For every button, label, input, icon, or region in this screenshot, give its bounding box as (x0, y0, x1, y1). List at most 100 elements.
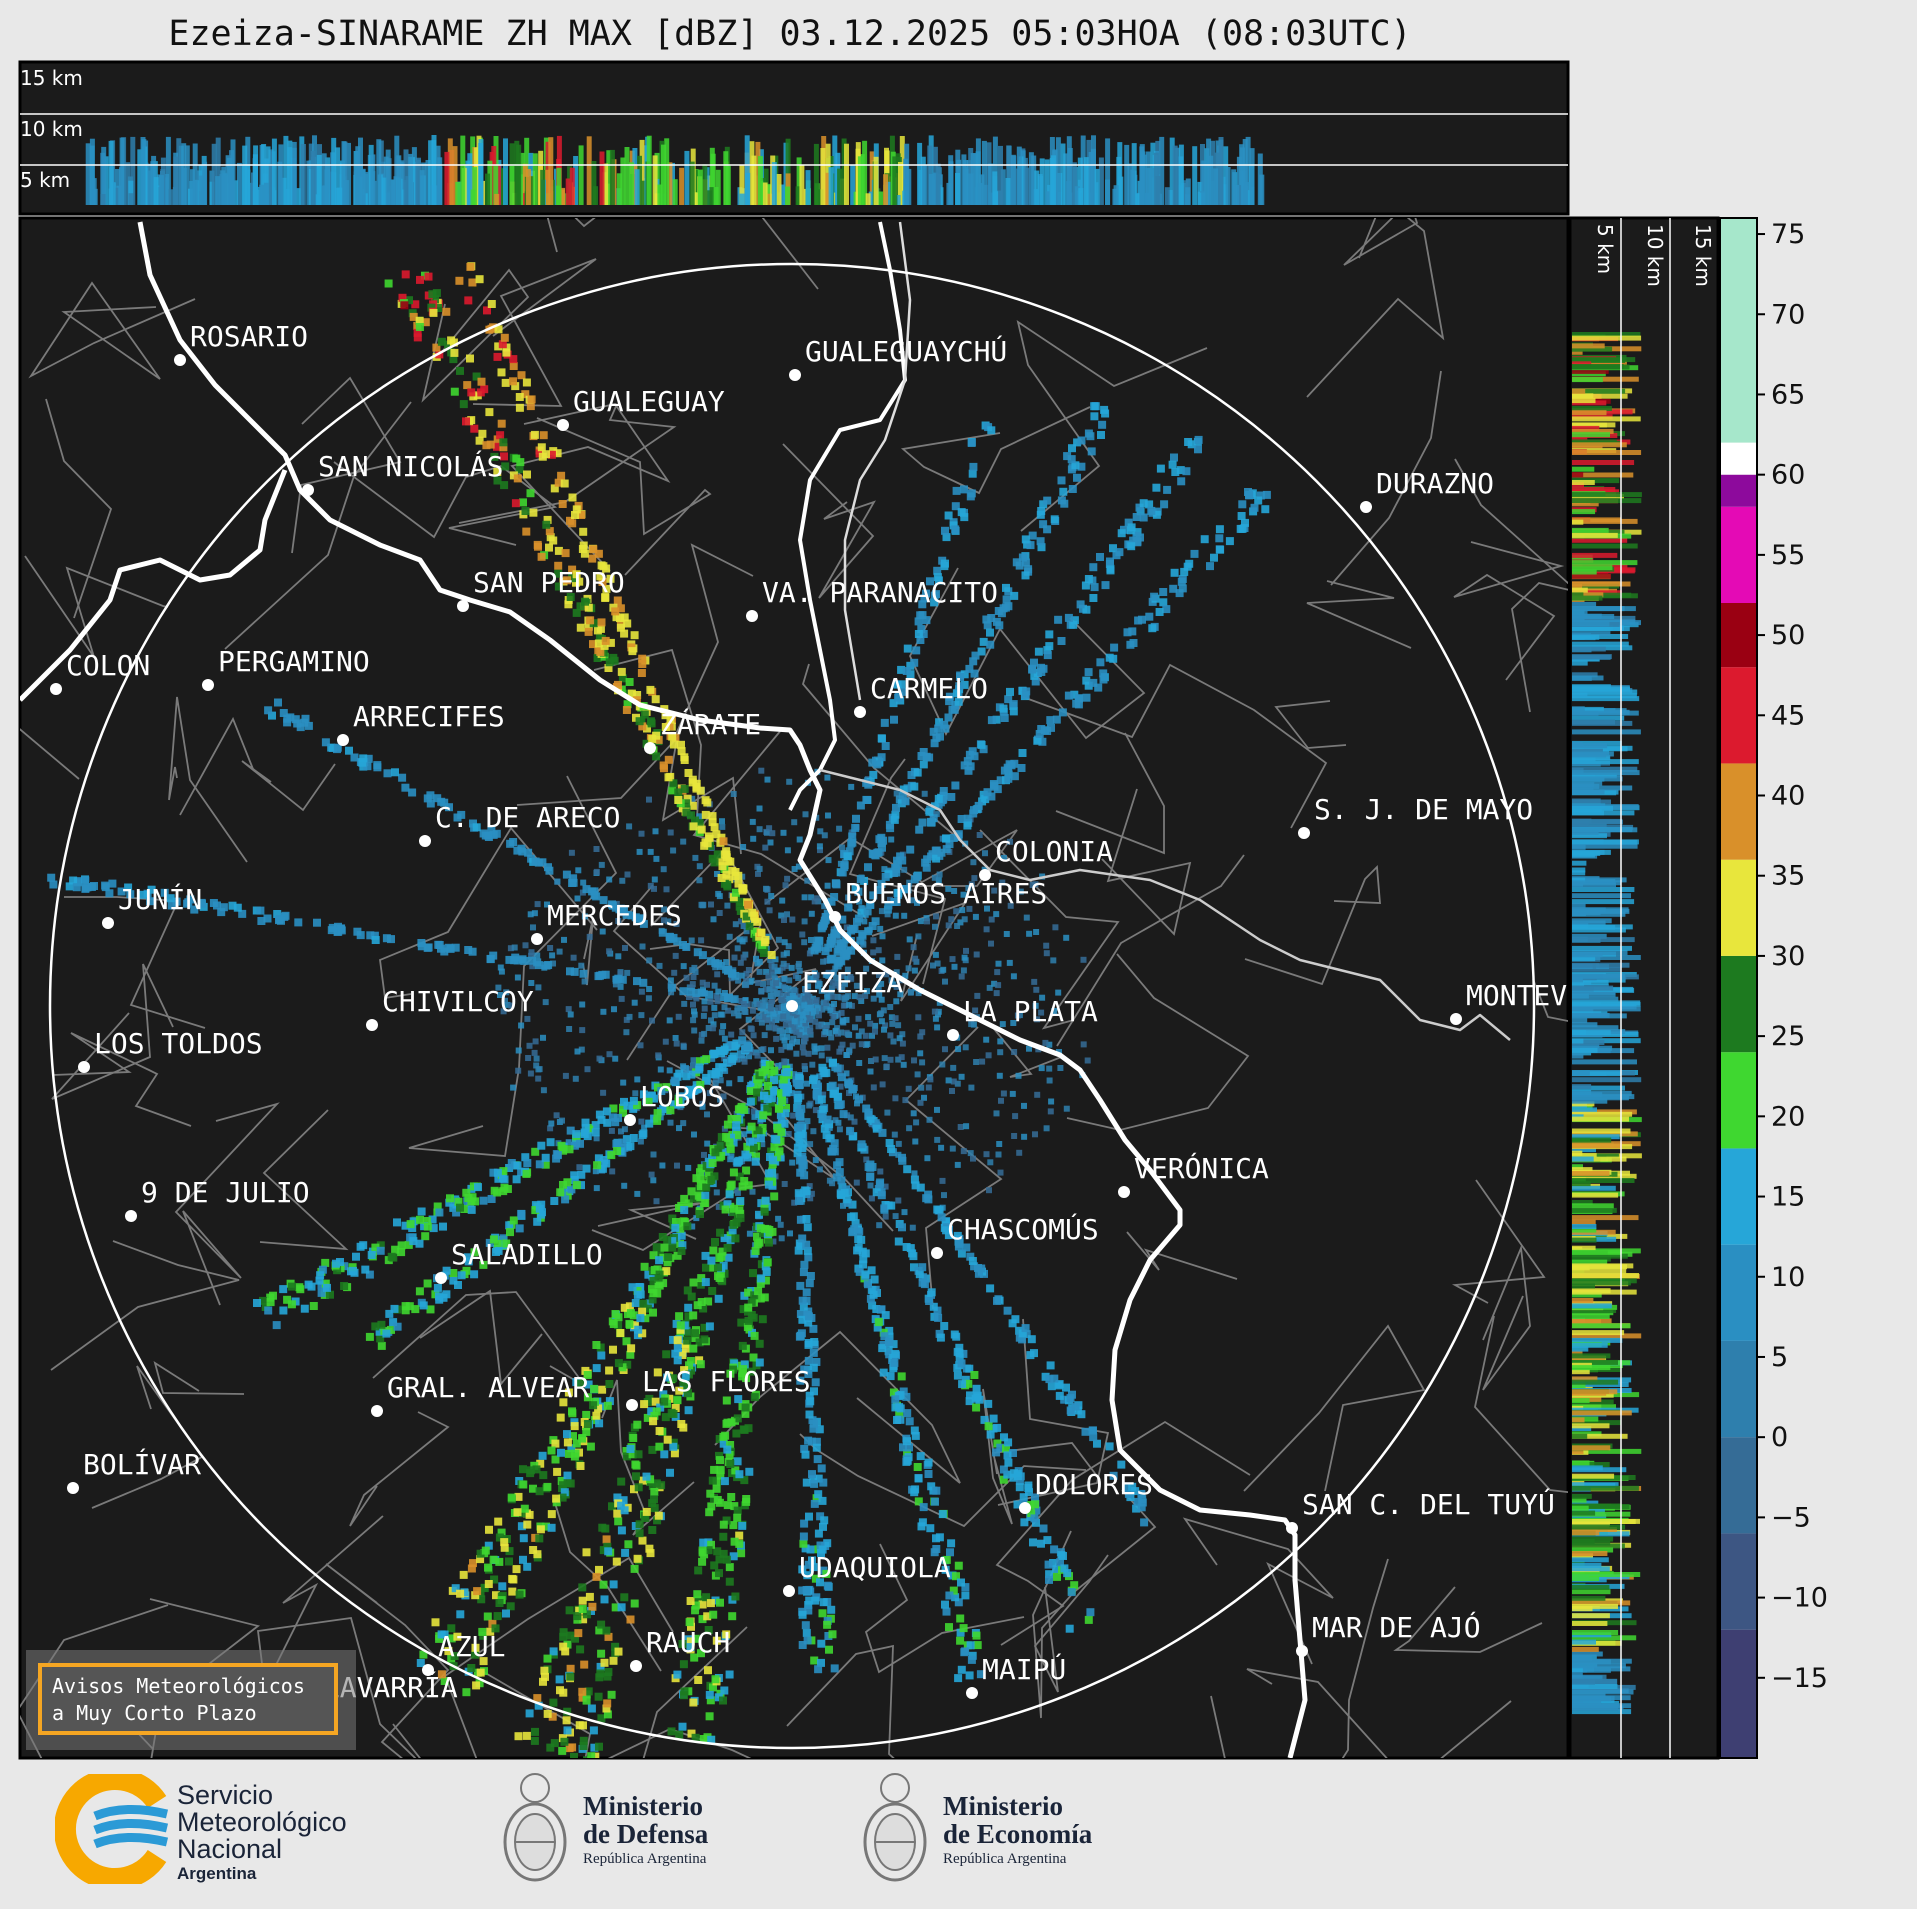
echo-pixel (563, 1430, 571, 1439)
echo-pixel (268, 711, 276, 720)
echo-pixel (1175, 589, 1184, 598)
echo-pixel (726, 1441, 735, 1449)
echo-pixel (585, 1592, 594, 1601)
echo-pixel (921, 790, 928, 797)
echo-pixel (878, 996, 885, 1003)
echo-pixel (602, 1704, 611, 1713)
echo-pixel (769, 1019, 775, 1026)
echo-pixel (848, 783, 855, 790)
echo-pixel (500, 1538, 509, 1547)
echo-pixel (942, 845, 951, 854)
echo-pixel (704, 1546, 713, 1555)
echo-pixel (559, 1398, 568, 1407)
echo-pixel (999, 1021, 1006, 1028)
echo-pixel (507, 945, 514, 952)
echo-pixel (858, 1041, 865, 1048)
echo-pixel (964, 766, 973, 775)
echo-pixel (450, 348, 459, 357)
echo-pixel (1176, 466, 1185, 475)
echo-pixel (808, 1190, 815, 1197)
echo-pixel (757, 928, 766, 937)
echo-pixel (944, 713, 953, 722)
partido-boundaries (20, 218, 1568, 1758)
echo-pixel (755, 1358, 764, 1367)
echo-column (892, 156, 898, 205)
echo-pixel (579, 969, 588, 978)
boundary-line (670, 543, 754, 746)
echo-pixel (840, 1002, 847, 1009)
echo-pixel (874, 848, 883, 857)
echo-pixel (435, 941, 444, 949)
echo-pixel (778, 1097, 787, 1106)
echo-pixel (648, 1295, 657, 1304)
echo-pixel (766, 907, 773, 914)
echo-pixel (707, 1256, 716, 1265)
echo-pixel (806, 1183, 813, 1190)
echo-pixel (1038, 737, 1047, 746)
boundary-line (997, 1318, 1110, 1506)
echo-pixel (684, 1303, 693, 1312)
echo-pixel (384, 279, 393, 288)
echo-pixel (570, 1176, 579, 1184)
echo-pixel (867, 1182, 874, 1189)
echo-pixel (677, 1420, 686, 1428)
echo-pixel (429, 1224, 438, 1233)
echo-pixel (721, 1004, 728, 1011)
echo-pixel (765, 973, 772, 980)
echo-column (709, 187, 715, 205)
echo-pixel (656, 962, 663, 969)
echo-pixel (827, 897, 836, 906)
echo-pixel (853, 1179, 860, 1186)
echo-pixel (648, 1482, 657, 1490)
echo-pixel (767, 956, 774, 963)
echo-pixel (956, 673, 965, 681)
echo-pixel (581, 597, 589, 606)
echo-column (1066, 136, 1072, 205)
echo-pixel (620, 1097, 628, 1106)
echo-pixel (1000, 1090, 1007, 1097)
echo-pixel (900, 1061, 907, 1068)
echo-column (694, 169, 700, 205)
echo-pixel (570, 1452, 579, 1461)
echo-pixel (1024, 565, 1033, 574)
echo-pixel (937, 848, 946, 857)
echo-pixel (722, 870, 731, 879)
boundary-line (1016, 319, 1208, 532)
echo-pixel (918, 600, 927, 609)
echo-pixel (597, 1115, 606, 1124)
echo-pixel (730, 1204, 738, 1213)
echo-pixel (722, 1396, 731, 1405)
echo-pixel (717, 874, 726, 882)
echo-pixel (825, 993, 832, 1000)
echo-pixel (1006, 687, 1014, 696)
echo-pixel (709, 1055, 716, 1062)
echo-column (407, 153, 413, 205)
echo-pixel (669, 1438, 678, 1447)
echo-pixel (818, 987, 825, 994)
echo-pixel (712, 1076, 719, 1083)
echo-pixel (971, 651, 980, 660)
echo-pixel (743, 1153, 752, 1162)
echo-pixel (671, 1349, 680, 1358)
echo-pixel (611, 1603, 620, 1612)
echo-pixel (791, 1071, 798, 1078)
echo-column (865, 193, 871, 205)
echo-pixel (784, 911, 790, 918)
echo-pixel (1183, 562, 1192, 571)
echo-column (158, 175, 164, 205)
echo-pixel (661, 906, 668, 913)
echo-pixel (515, 1224, 524, 1233)
echo-column (1049, 157, 1055, 205)
echo-pixel (228, 901, 237, 910)
echo-pixel (756, 958, 763, 965)
echo-pixel (919, 1059, 926, 1066)
echo-pixel (865, 1014, 872, 1021)
echo-pixel (701, 1030, 708, 1037)
echo-column (1071, 162, 1077, 205)
echo-pixel (455, 276, 464, 285)
echo-pixel (681, 1000, 688, 1007)
echo-pixel (692, 854, 699, 861)
echo-pixel (807, 1141, 814, 1148)
echo-column (857, 156, 863, 205)
echo-pixel (166, 894, 175, 903)
